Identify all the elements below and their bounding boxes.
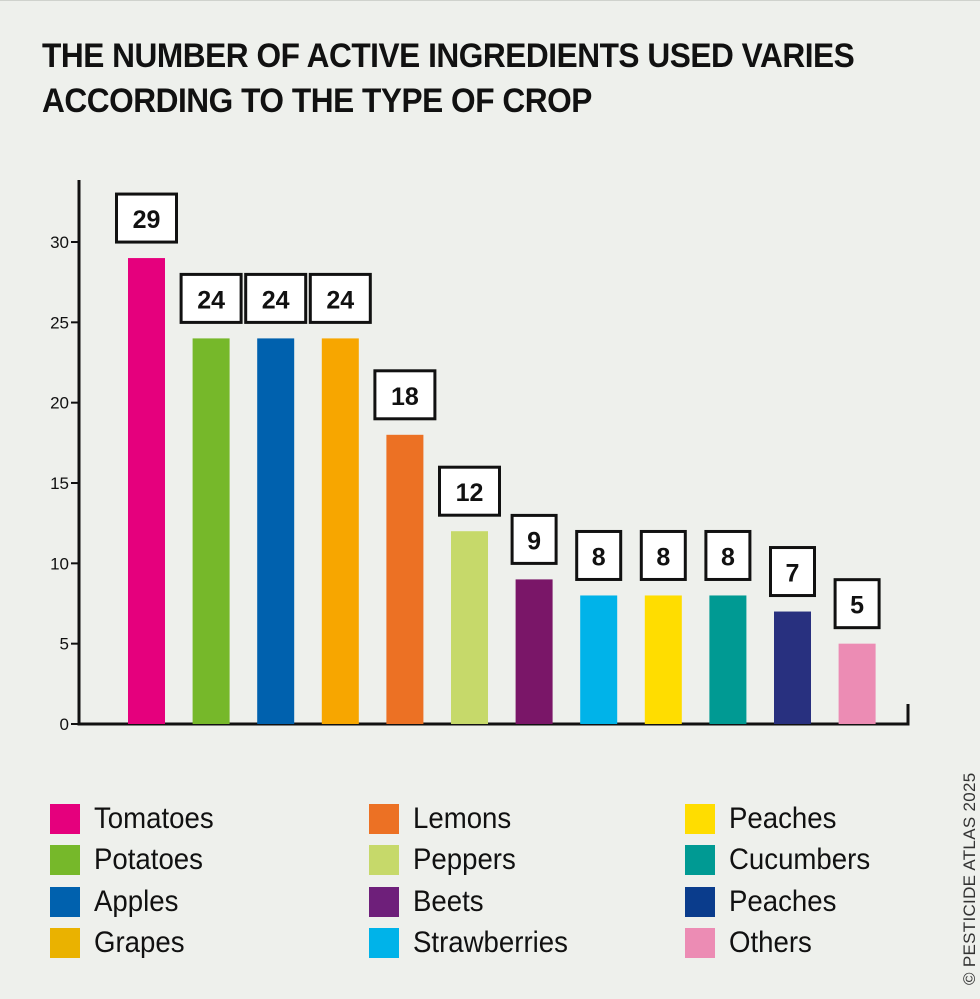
value-label-box xyxy=(179,272,243,324)
value-label-box xyxy=(373,369,437,421)
value-label: 5 xyxy=(850,592,864,620)
bar xyxy=(257,338,295,724)
value-label-box xyxy=(308,272,372,324)
value-label: 24 xyxy=(262,286,290,314)
credit-line: © PESTICIDE ATLAS 2025 xyxy=(960,772,979,985)
value-label: 9 xyxy=(527,527,541,555)
value-label: 12 xyxy=(456,479,484,507)
value-label: 8 xyxy=(721,543,735,571)
value-label-box xyxy=(510,513,558,565)
value-label-box xyxy=(639,529,687,581)
value-label: 29 xyxy=(133,206,161,234)
value-label-box xyxy=(244,272,308,324)
value-label-box xyxy=(115,192,178,244)
bar xyxy=(644,595,682,724)
y-tick-label: 25 xyxy=(50,313,69,332)
bar xyxy=(451,531,488,724)
bar xyxy=(838,643,876,724)
bar xyxy=(386,434,424,724)
bar xyxy=(580,595,618,724)
chart-title: THE NUMBER OF ACTIVE INGREDIENTS USED VA… xyxy=(42,37,855,120)
value-label: 24 xyxy=(326,286,354,314)
y-tick-label: 15 xyxy=(50,474,69,493)
value-label-box xyxy=(575,529,623,581)
value-label-box xyxy=(704,529,752,581)
top-rule xyxy=(0,0,980,1)
value-label-box xyxy=(833,578,881,630)
bar xyxy=(192,338,230,724)
y-tick-label: 10 xyxy=(50,554,69,573)
bar xyxy=(515,579,553,724)
value-label: 7 xyxy=(786,560,800,588)
y-tick-label: 30 xyxy=(50,233,69,252)
value-label: 8 xyxy=(656,543,670,571)
bar xyxy=(774,611,811,724)
value-label-box xyxy=(438,465,501,517)
bar xyxy=(709,595,747,724)
value-label: 8 xyxy=(592,543,606,571)
bar xyxy=(321,338,359,724)
value-label: 24 xyxy=(197,286,225,314)
value-label: 18 xyxy=(391,383,419,411)
value-label-box xyxy=(769,546,816,598)
bar xyxy=(128,258,165,724)
y-tick-label: 0 xyxy=(60,715,69,734)
y-tick-label: 20 xyxy=(50,394,69,413)
y-tick-label: 5 xyxy=(60,635,69,654)
